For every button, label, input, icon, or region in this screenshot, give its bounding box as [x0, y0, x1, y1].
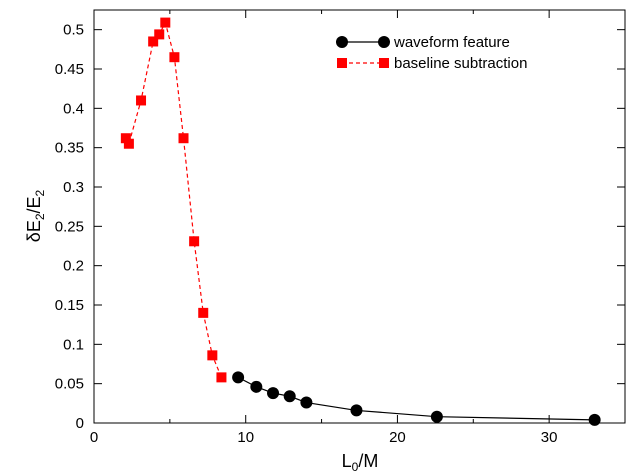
- legend-label-waveform: waveform feature: [393, 34, 510, 51]
- legend-marker-baseline: [379, 58, 389, 68]
- y-tick-label: 0: [76, 415, 84, 432]
- y-axis-label: δE2/E2: [24, 189, 47, 242]
- y-axis-label-part2: /E: [24, 196, 44, 213]
- y-tick-label: 0.25: [55, 218, 84, 235]
- y-tick-label: 0.4: [63, 100, 84, 117]
- x-tick-label: 30: [541, 429, 558, 446]
- legend-marker-baseline: [337, 58, 347, 68]
- y-tick-label: 0.1: [63, 336, 84, 353]
- x-axis-label-tail: /M: [358, 451, 378, 471]
- y-axis-label-subscript1: 2: [33, 213, 47, 220]
- plot-frame: [93, 9, 626, 424]
- y-tick-label: 0.5: [63, 22, 84, 39]
- data-point-1: [123, 138, 134, 149]
- data-point-1: [160, 17, 171, 28]
- data-point-0: [283, 390, 296, 403]
- data-point-1: [136, 95, 147, 106]
- data-point-1: [189, 236, 200, 247]
- legend: waveform feature baseline subtraction: [336, 34, 527, 72]
- y-axis-label-part1: δE: [24, 220, 44, 242]
- data-point-1: [154, 29, 165, 40]
- data-point-1: [178, 133, 189, 144]
- data-point-0: [430, 410, 443, 423]
- y-axis-label-subscript2: 2: [33, 189, 47, 196]
- x-axis-label: L0/M: [342, 451, 379, 473]
- y-tick-label: 0.15: [55, 297, 84, 314]
- y-tick-label: 0.3: [63, 179, 84, 196]
- legend-marker-waveform: [336, 36, 348, 48]
- series-line-1: [125, 20, 222, 378]
- data-point-1: [216, 372, 227, 383]
- y-tick-label: 0.05: [55, 376, 84, 393]
- x-axis-label-main: L: [342, 451, 352, 471]
- data-point-0: [588, 413, 601, 426]
- x-tick-label: 0: [90, 429, 98, 446]
- data-point-0: [267, 387, 280, 400]
- x-tick-label: 10: [237, 429, 254, 446]
- data-point-0: [300, 396, 313, 409]
- data-point-0: [250, 380, 263, 393]
- data-point-0: [350, 404, 363, 417]
- data-point-1: [207, 350, 218, 361]
- x-axis-label-subscript: 0: [352, 460, 359, 473]
- x-tick-label: 20: [389, 429, 406, 446]
- y-tick-label: 0.35: [55, 140, 84, 157]
- y-tick-label: 0.2: [63, 258, 84, 275]
- data-point-1: [198, 307, 209, 318]
- legend-label-baseline: baseline subtraction: [394, 55, 527, 72]
- y-tick-label: 0.45: [55, 61, 84, 78]
- data-point-1: [120, 133, 131, 144]
- legend-marker-waveform: [378, 36, 390, 48]
- data-point-0: [232, 371, 245, 384]
- series-layer: [120, 17, 601, 426]
- data-point-1: [148, 36, 159, 47]
- data-point-1: [169, 52, 180, 63]
- axis-ticks: 0 10 20 30 0 0.05 0.1 0.15 0.2 0.25 0.3 0.35 0.4 0.45…: [55, 10, 625, 446]
